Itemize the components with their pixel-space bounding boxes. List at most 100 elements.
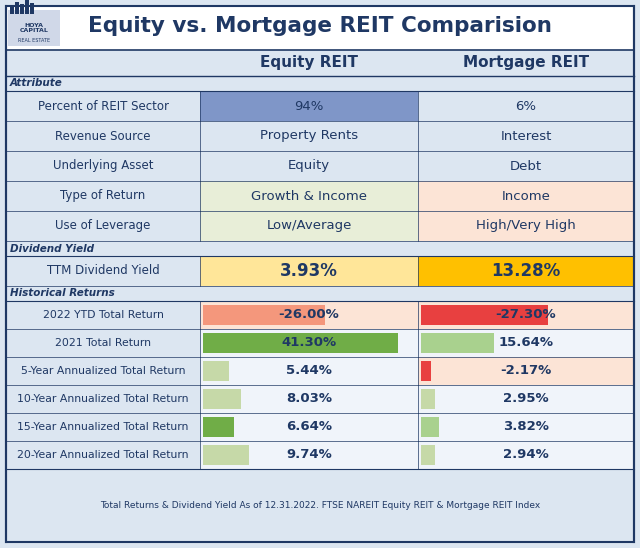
Bar [203, 361, 228, 381]
Bar [200, 211, 418, 241]
Bar [8, 10, 60, 46]
Bar [418, 211, 634, 241]
Bar [418, 385, 634, 413]
Bar [421, 417, 439, 437]
Bar [418, 441, 634, 469]
Bar [421, 305, 548, 325]
Text: Total Returns & Dividend Yield As of 12.31.2022. FTSE NAREIT Equity REIT & Mortg: Total Returns & Dividend Yield As of 12.… [100, 501, 540, 510]
Text: 2.94%: 2.94% [503, 448, 549, 461]
Text: Equity REIT: Equity REIT [260, 55, 358, 71]
Bar [200, 151, 418, 181]
Text: REAL ESTATE: REAL ESTATE [18, 37, 50, 43]
Bar [6, 441, 200, 469]
Bar [10, 6, 14, 14]
Text: Revenue Source: Revenue Source [55, 129, 151, 142]
Bar [6, 357, 200, 385]
Bar [200, 385, 418, 413]
Bar [6, 6, 634, 50]
Text: Low/Average: Low/Average [266, 220, 352, 232]
Bar [200, 357, 418, 385]
Text: Equity: Equity [288, 159, 330, 173]
Bar [30, 3, 34, 14]
Text: Equity vs. Mortgage REIT Comparision: Equity vs. Mortgage REIT Comparision [88, 16, 552, 36]
Bar [203, 389, 241, 409]
Bar [200, 441, 418, 469]
Text: 10-Year Annualized Total Return: 10-Year Annualized Total Return [17, 394, 189, 404]
Text: -27.30%: -27.30% [496, 309, 556, 322]
Text: TTM Dividend Yield: TTM Dividend Yield [47, 265, 159, 277]
Text: 20-Year Annualized Total Return: 20-Year Annualized Total Return [17, 450, 189, 460]
Bar [418, 413, 634, 441]
Bar [203, 417, 234, 437]
Bar [203, 333, 397, 353]
Text: 3.82%: 3.82% [503, 420, 549, 433]
Bar [6, 91, 200, 121]
Bar [421, 361, 431, 381]
Bar [421, 333, 494, 353]
Bar [200, 181, 418, 211]
Bar [418, 357, 634, 385]
Bar [200, 256, 418, 286]
Bar [418, 301, 634, 329]
Text: 5-Year Annualized Total Return: 5-Year Annualized Total Return [20, 366, 185, 376]
Bar [421, 389, 435, 409]
Text: Historical Returns: Historical Returns [10, 288, 115, 299]
Text: 6.64%: 6.64% [286, 420, 332, 433]
Text: 2021 Total Return: 2021 Total Return [55, 338, 151, 348]
Bar [418, 329, 634, 357]
Bar [20, 4, 24, 14]
Text: 15.64%: 15.64% [499, 336, 554, 350]
Text: HOYA
CAPITAL: HOYA CAPITAL [20, 22, 49, 33]
Text: 13.28%: 13.28% [492, 262, 561, 280]
Bar [418, 256, 634, 286]
Bar [6, 256, 200, 286]
Text: 94%: 94% [294, 100, 324, 112]
Text: 41.30%: 41.30% [282, 336, 337, 350]
Text: Debt: Debt [510, 159, 542, 173]
Bar [418, 121, 634, 151]
Text: Growth & Income: Growth & Income [251, 190, 367, 203]
Text: 8.03%: 8.03% [286, 392, 332, 406]
Bar [6, 301, 200, 329]
Text: 5.44%: 5.44% [286, 364, 332, 378]
Bar [6, 413, 200, 441]
Text: 9.74%: 9.74% [286, 448, 332, 461]
Bar [200, 301, 418, 329]
Bar [6, 50, 634, 76]
Bar [6, 211, 200, 241]
Bar [15, 2, 19, 14]
Bar [6, 121, 200, 151]
Bar [203, 445, 249, 465]
Text: Percent of REIT Sector: Percent of REIT Sector [38, 100, 168, 112]
Bar [6, 469, 634, 542]
Bar [203, 305, 326, 325]
Bar [6, 181, 200, 211]
Bar [418, 91, 634, 121]
Bar [25, 0, 29, 14]
Text: -26.00%: -26.00% [278, 309, 339, 322]
Bar [200, 329, 418, 357]
Bar [200, 91, 418, 121]
Bar [6, 76, 634, 91]
Text: Use of Leverage: Use of Leverage [55, 220, 150, 232]
Bar [418, 151, 634, 181]
Text: 2.95%: 2.95% [503, 392, 549, 406]
Bar [6, 151, 200, 181]
Bar [6, 286, 634, 301]
Bar [6, 329, 200, 357]
Text: Dividend Yield: Dividend Yield [10, 243, 94, 254]
Text: -2.17%: -2.17% [500, 364, 552, 378]
Bar [6, 241, 634, 256]
Text: Interest: Interest [500, 129, 552, 142]
Text: Type of Return: Type of Return [60, 190, 146, 203]
Bar [418, 181, 634, 211]
Bar [421, 445, 435, 465]
Text: Underlying Asset: Underlying Asset [52, 159, 153, 173]
Text: Attribute: Attribute [10, 78, 63, 88]
Text: Income: Income [502, 190, 550, 203]
Bar [200, 121, 418, 151]
Text: High/Very High: High/Very High [476, 220, 576, 232]
Bar [200, 413, 418, 441]
Text: 2022 YTD Total Return: 2022 YTD Total Return [43, 310, 163, 320]
Text: Mortgage REIT: Mortgage REIT [463, 55, 589, 71]
